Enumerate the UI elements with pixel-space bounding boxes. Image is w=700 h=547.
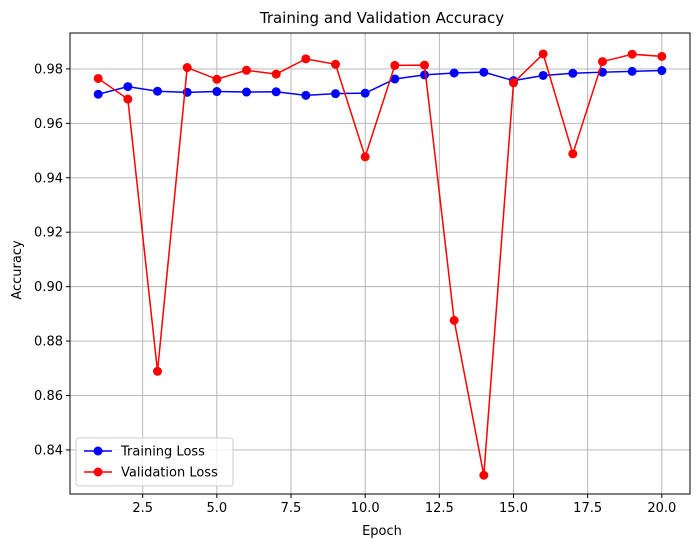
axis-ticks: 2.5 5.0 7.5 10.0 12.5 15.0 17.5 20.0 0.84 0.86 0.8… [34, 62, 676, 516]
x-axis-title: Epoch [362, 524, 402, 539]
legend-label: Validation Loss [121, 466, 218, 481]
validation-loss-point [568, 149, 578, 159]
x-tick-label: 15.0 [499, 501, 528, 516]
training-loss-point [568, 68, 578, 78]
validation-loss-point [123, 94, 133, 104]
validation-loss-point [390, 60, 400, 70]
legend-label: Training Loss [120, 445, 205, 460]
legend-marker [93, 467, 103, 477]
validation-loss-point [627, 49, 637, 59]
training-loss-point [657, 66, 667, 76]
training-loss-point [479, 67, 489, 77]
legend-item-validation-loss: Validation Loss [84, 466, 218, 481]
validation-loss-point [538, 49, 548, 59]
series-validation-loss [93, 49, 667, 480]
validation-loss-point [212, 74, 222, 84]
legend-item-training-loss: Training Loss [84, 445, 205, 460]
y-axis-title: Accuracy [10, 240, 25, 300]
training-loss-point [538, 70, 548, 80]
validation-loss-point [93, 73, 103, 83]
training-loss-point [360, 88, 370, 98]
validation-loss-point [331, 59, 341, 69]
x-tick-label: 2.5 [132, 501, 153, 516]
x-tick-label: 5.0 [206, 501, 227, 516]
y-tick-label: 0.92 [34, 226, 63, 241]
x-tick-label: 10.0 [351, 501, 380, 516]
training-loss-point [331, 89, 341, 99]
validation-loss-point [597, 57, 607, 67]
y-tick-label: 0.98 [34, 62, 63, 77]
legend-box [75, 437, 234, 487]
series-layer [93, 49, 667, 480]
training-loss-point [419, 70, 429, 80]
training-loss-point [301, 90, 311, 100]
training-loss-point [93, 89, 103, 99]
y-tick-label: 0.96 [34, 117, 63, 132]
x-tick-label: 12.5 [425, 501, 454, 516]
validation-loss-point [242, 65, 252, 75]
y-tick-label: 0.86 [34, 389, 63, 404]
validation-loss-point [657, 51, 667, 61]
training-loss-point [627, 66, 637, 76]
training-loss-point [390, 74, 400, 84]
legend: Training Loss Validation Loss [75, 437, 234, 487]
y-tick-label: 0.94 [34, 171, 63, 186]
validation-loss-point [449, 315, 459, 325]
validation-loss-point [508, 78, 518, 88]
validation-loss-point [479, 470, 489, 480]
training-loss-point [153, 86, 163, 96]
validation-loss-point [271, 69, 281, 79]
training-loss-line [97, 69, 662, 97]
training-loss-point [271, 87, 281, 97]
x-tick-label: 17.5 [573, 501, 602, 516]
validation-loss-point [360, 152, 370, 162]
validation-loss-point [182, 63, 192, 73]
validation-loss-point [153, 366, 163, 376]
legend-marker [93, 446, 103, 456]
x-tick-label: 20.0 [647, 501, 676, 516]
validation-loss-point [419, 60, 429, 70]
y-tick-label: 0.84 [34, 443, 63, 458]
validation-loss-line [97, 52, 662, 476]
training-loss-point [123, 82, 133, 92]
training-loss-point [449, 68, 459, 78]
y-tick-label: 0.90 [34, 280, 63, 295]
series-training-loss [93, 66, 667, 100]
training-loss-point [212, 87, 222, 97]
plot-area-frame [69, 32, 691, 495]
validation-loss-point [301, 54, 311, 64]
x-tick-label: 7.5 [281, 501, 302, 516]
y-tick-label: 0.88 [34, 335, 63, 350]
training-loss-point [242, 87, 252, 97]
grid-lines [70, 33, 690, 494]
chart-title: Training and Validation Accuracy [259, 9, 504, 27]
